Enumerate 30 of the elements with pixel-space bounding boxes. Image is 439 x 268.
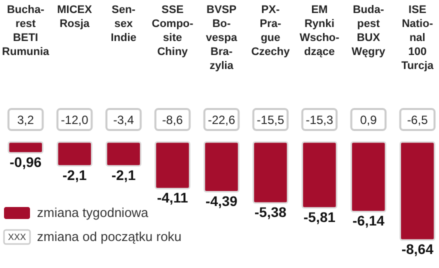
x-tick-label: BVSP Bo- vespa Bra- zylia	[206, 4, 238, 72]
data-label: -5,81	[303, 208, 336, 225]
x-tick-label: EM Rynki Wscho- dzące	[300, 4, 340, 58]
data-label: -2,1	[62, 166, 87, 183]
text: -22,6	[208, 113, 236, 127]
x-tick-label: SSE Compo- site Chiny	[152, 4, 194, 58]
x-tick-label: MICEX Rosja	[57, 4, 93, 30]
text: -6,5	[407, 113, 428, 127]
x-tick-label: PX- Pra- gue Czechy	[251, 4, 291, 58]
data-label: -6,14	[352, 212, 385, 229]
data-label: -5,38	[254, 204, 287, 220]
text: -15,3	[306, 113, 334, 127]
data-label: -0,96	[10, 154, 42, 170]
x-tick-label: Sen- sex Indie	[110, 4, 136, 44]
legend-label: zmiana tygodniowa	[37, 205, 150, 220]
data-label: -4,39	[206, 192, 238, 209]
annotation: XXX	[8, 232, 26, 242]
text: -12,0	[60, 113, 89, 127]
x-tick-label: Buda- pest BUX Węgry	[352, 4, 386, 58]
data-label: -4,11	[156, 190, 188, 206]
x-tick-label: ISE Natio- nal 100 Turcja	[401, 4, 434, 72]
text: 3,2	[17, 113, 34, 127]
text: 0,9	[360, 113, 378, 127]
data-label: -2,1	[111, 166, 136, 183]
text: -3,4	[113, 113, 134, 127]
data-label: -8,64	[401, 241, 434, 257]
annotation: zmiana od początku roku	[37, 229, 182, 244]
x-tick-label: Bucha- rest BETI Rumunia	[2, 4, 50, 58]
text: -8,6	[162, 113, 184, 127]
text: -15,5	[256, 113, 284, 127]
